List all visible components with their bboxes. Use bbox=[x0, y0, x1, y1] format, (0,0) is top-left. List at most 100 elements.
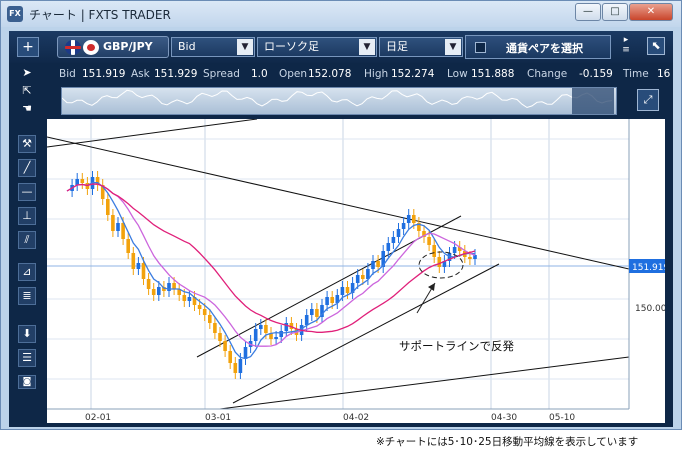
overview-sparkline bbox=[62, 89, 613, 109]
chart-plot-background bbox=[47, 119, 665, 423]
download-icon[interactable]: ⬇ bbox=[18, 325, 36, 343]
candle-body bbox=[75, 179, 79, 185]
candle-body bbox=[289, 323, 294, 329]
candle-body bbox=[253, 329, 258, 341]
candle-body bbox=[376, 261, 380, 267]
candle-body bbox=[335, 295, 340, 303]
timeframe-value: 日足 bbox=[386, 40, 408, 53]
candle-body bbox=[406, 215, 411, 223]
candle-body bbox=[310, 309, 314, 315]
candle-body bbox=[468, 257, 472, 259]
candle-body bbox=[330, 297, 334, 303]
candle-body bbox=[218, 333, 222, 341]
candle-body bbox=[417, 223, 421, 231]
trend-line bbox=[232, 263, 500, 404]
candle-body bbox=[136, 263, 141, 269]
high-value: 152.274 bbox=[391, 68, 435, 80]
candle-body bbox=[233, 363, 238, 373]
candle-body bbox=[350, 283, 355, 293]
candle-body bbox=[279, 331, 283, 337]
candle-body bbox=[355, 275, 360, 283]
maximize-button[interactable]: □ bbox=[602, 3, 628, 21]
crosshair-cursor-icon[interactable]: ⇱ bbox=[22, 84, 32, 97]
zoom-range-icon[interactable]: ⤢ bbox=[637, 89, 659, 111]
candle-body bbox=[167, 283, 171, 291]
candle-body bbox=[208, 315, 212, 323]
candle-body bbox=[187, 297, 192, 301]
candle-body bbox=[391, 237, 396, 243]
candle-body bbox=[172, 283, 176, 289]
undock-icon[interactable]: ⬉ bbox=[647, 37, 665, 55]
minimize-button[interactable]: — bbox=[575, 3, 601, 21]
candle-body bbox=[437, 257, 442, 267]
time-tick-label: 03-01 bbox=[205, 413, 231, 423]
title-bar[interactable]: FX チャート | FXTS TRADER — □ ✕ bbox=[1, 1, 681, 27]
japan-flag-icon bbox=[83, 40, 99, 55]
ma10-line bbox=[66, 183, 476, 347]
ask-label: Ask bbox=[131, 68, 150, 80]
candle-body bbox=[238, 359, 243, 373]
ma5-line bbox=[66, 181, 476, 360]
candle-body bbox=[80, 179, 85, 183]
candle-body bbox=[473, 255, 477, 259]
price-type-value: Bid bbox=[178, 40, 196, 53]
chart-type-dropdown[interactable]: ローソク足 ▼ bbox=[257, 37, 377, 57]
fibonacci-tool-icon[interactable]: ≣ bbox=[18, 287, 36, 305]
candle-body bbox=[106, 199, 110, 215]
candle-body bbox=[95, 177, 100, 185]
annotation-arrowhead bbox=[428, 283, 435, 291]
trend-lines bbox=[47, 119, 630, 423]
candle-body bbox=[213, 323, 217, 333]
time-value: 16 bbox=[657, 68, 671, 80]
current-price-marker bbox=[629, 259, 665, 273]
chart-client-area: + GBP/JPY Bid ▼ ローソク足 ▼ 日足 ▼ 通貨ペアを選択 bbox=[9, 31, 673, 427]
candle-body bbox=[197, 305, 202, 309]
add-chart-button[interactable]: + bbox=[17, 37, 39, 57]
horizontal-line-tool-icon[interactable]: — bbox=[18, 183, 36, 201]
candle-body bbox=[269, 333, 273, 339]
open-value: 152.078 bbox=[308, 68, 352, 80]
trend-line bbox=[47, 136, 630, 270]
candlestick-chart[interactable]: サポートラインで反発 151.919 150.000 02-01 03-01 0… bbox=[47, 119, 665, 423]
currency-pair-selector[interactable]: GBP/JPY bbox=[57, 36, 169, 58]
time-axis bbox=[47, 409, 665, 423]
price-type-dropdown[interactable]: Bid ▼ bbox=[171, 37, 255, 57]
chevron-down-icon: ▼ bbox=[445, 39, 461, 55]
camera-icon[interactable]: ◙ bbox=[18, 375, 36, 389]
hand-pan-icon[interactable]: ☚ bbox=[22, 102, 32, 115]
list-icon[interactable]: ☰ bbox=[18, 349, 36, 367]
chart-grid bbox=[47, 119, 629, 409]
ask-value: 151.929 bbox=[154, 68, 198, 80]
candle-body bbox=[452, 247, 457, 253]
bid-label: Bid bbox=[59, 68, 76, 80]
overview-navigator[interactable] bbox=[61, 87, 617, 115]
trend-line bbox=[47, 119, 258, 148]
expand-menu-icon[interactable]: ▸ ≡ bbox=[622, 35, 630, 55]
overview-range-handle[interactable] bbox=[572, 88, 614, 114]
candle-body bbox=[442, 261, 447, 267]
candle-body bbox=[264, 325, 268, 333]
vertical-line-tool-icon[interactable]: ⊥ bbox=[18, 207, 36, 225]
channel-tool-icon[interactable]: ⫽ bbox=[18, 231, 36, 249]
low-value: 151.888 bbox=[471, 68, 515, 80]
hammer-tool-icon[interactable]: ⚒ bbox=[18, 135, 36, 153]
timeframe-dropdown[interactable]: 日足 ▼ bbox=[379, 37, 463, 57]
candle-body bbox=[100, 185, 105, 199]
close-button[interactable]: ✕ bbox=[629, 3, 673, 21]
candle-body bbox=[182, 295, 187, 301]
low-label: Low bbox=[447, 68, 468, 80]
quote-bar: Bid 151.919 Ask 151.929 Spread 1.0 Open … bbox=[47, 63, 673, 83]
candle-body bbox=[412, 215, 416, 223]
candle-body bbox=[284, 323, 289, 331]
fan-tool-icon[interactable]: ⊿ bbox=[18, 263, 36, 281]
candle-body bbox=[422, 231, 426, 237]
trendline-tool-icon[interactable]: ╱ bbox=[18, 159, 36, 177]
cursor-icon[interactable]: ➤ bbox=[22, 66, 32, 79]
candle-body bbox=[121, 223, 125, 239]
select-pair-checkbox[interactable] bbox=[475, 42, 486, 53]
app-icon: FX bbox=[7, 6, 23, 22]
select-pair-button[interactable]: 通貨ペアを選択 bbox=[465, 35, 611, 59]
candle-body bbox=[131, 253, 136, 269]
window-title: チャート | FXTS TRADER bbox=[29, 8, 171, 22]
change-value: -0.159 bbox=[579, 68, 613, 80]
